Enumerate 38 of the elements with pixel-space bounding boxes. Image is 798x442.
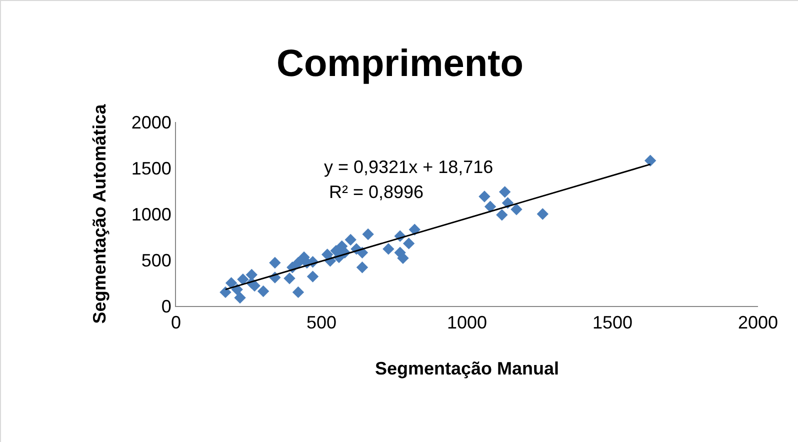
point [225, 277, 238, 289]
y-tick-label: 500 [141, 250, 172, 270]
x-tick-label: 2000 [738, 312, 778, 333]
point [402, 238, 415, 250]
point [356, 262, 368, 274]
point [292, 286, 304, 298]
annotation: y = 0,9321x + 18,716 [324, 157, 494, 177]
point [382, 243, 394, 255]
x-tick-label: 500 [306, 312, 337, 333]
point [237, 273, 249, 286]
point [496, 209, 508, 221]
point [220, 286, 232, 298]
point [362, 228, 374, 240]
point [284, 272, 296, 284]
point [498, 186, 511, 198]
y-tick-label: 0 [161, 296, 172, 316]
x-axis-title: Segmentação Manual [374, 358, 560, 379]
y-axis-title: Segmentação Automática [90, 103, 110, 324]
point [306, 270, 319, 282]
point [269, 256, 281, 269]
point [397, 252, 409, 264]
y-tick-label: 1500 [131, 158, 172, 178]
y-tick-label: 1000 [131, 204, 172, 224]
point [536, 208, 549, 220]
y-tick-label: 2000 [131, 112, 172, 132]
point [478, 190, 490, 202]
point [234, 292, 246, 304]
x-tick-label: 1000 [446, 312, 488, 333]
point [644, 154, 656, 166]
annotation: R² = 0,8996 [329, 182, 424, 202]
x-tick-label: 1500 [592, 312, 633, 333]
chart-title: Comprimento [276, 43, 524, 86]
point [510, 204, 522, 216]
point [248, 280, 260, 292]
point [344, 234, 356, 246]
point [408, 224, 420, 236]
point [484, 200, 496, 212]
point [257, 285, 270, 298]
